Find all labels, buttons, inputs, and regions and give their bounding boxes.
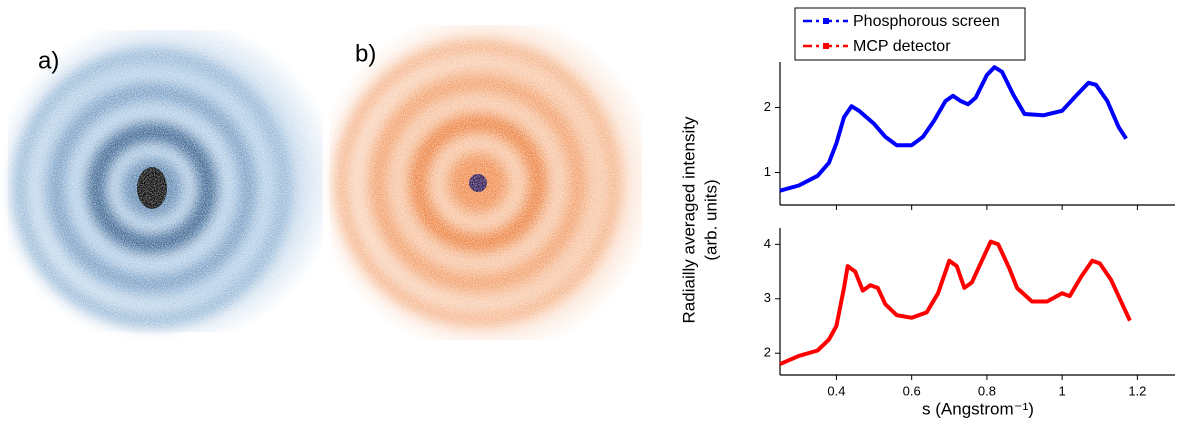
y-axis-label: Radiailly averaged intensity — [679, 116, 698, 323]
series-line — [779, 239, 1132, 366]
legend-label: Phosphorous screen — [853, 13, 1000, 30]
legend-marker — [823, 18, 829, 24]
y-tick-label: 2 — [764, 99, 771, 114]
legend-label: MCP detector — [853, 38, 951, 55]
x-tick-label: 0.8 — [978, 383, 996, 398]
x-tick-label: 0.6 — [903, 383, 921, 398]
y-axis-label: (arb. units) — [701, 179, 720, 260]
legend: Phosphorous screen MCP detector — [794, 7, 1026, 61]
legend-marker — [823, 43, 829, 49]
series-line — [779, 65, 1128, 193]
x-tick-label: 1.2 — [1128, 383, 1146, 398]
image-a: a) — [8, 30, 323, 332]
y-tick-label: 3 — [764, 290, 771, 305]
y-tick-label: 2 — [764, 345, 771, 360]
x-tick-label: 1 — [1059, 383, 1066, 398]
image-b: b) — [330, 25, 642, 340]
panel-label: b) — [355, 40, 376, 67]
panel-label: a) — [38, 47, 59, 74]
x-axis-label: s (Angstrom⁻¹) — [922, 399, 1034, 418]
y-tick-label: 4 — [764, 236, 771, 251]
y-tick-label: 1 — [764, 164, 771, 179]
x-tick-label: 0.4 — [827, 383, 845, 398]
